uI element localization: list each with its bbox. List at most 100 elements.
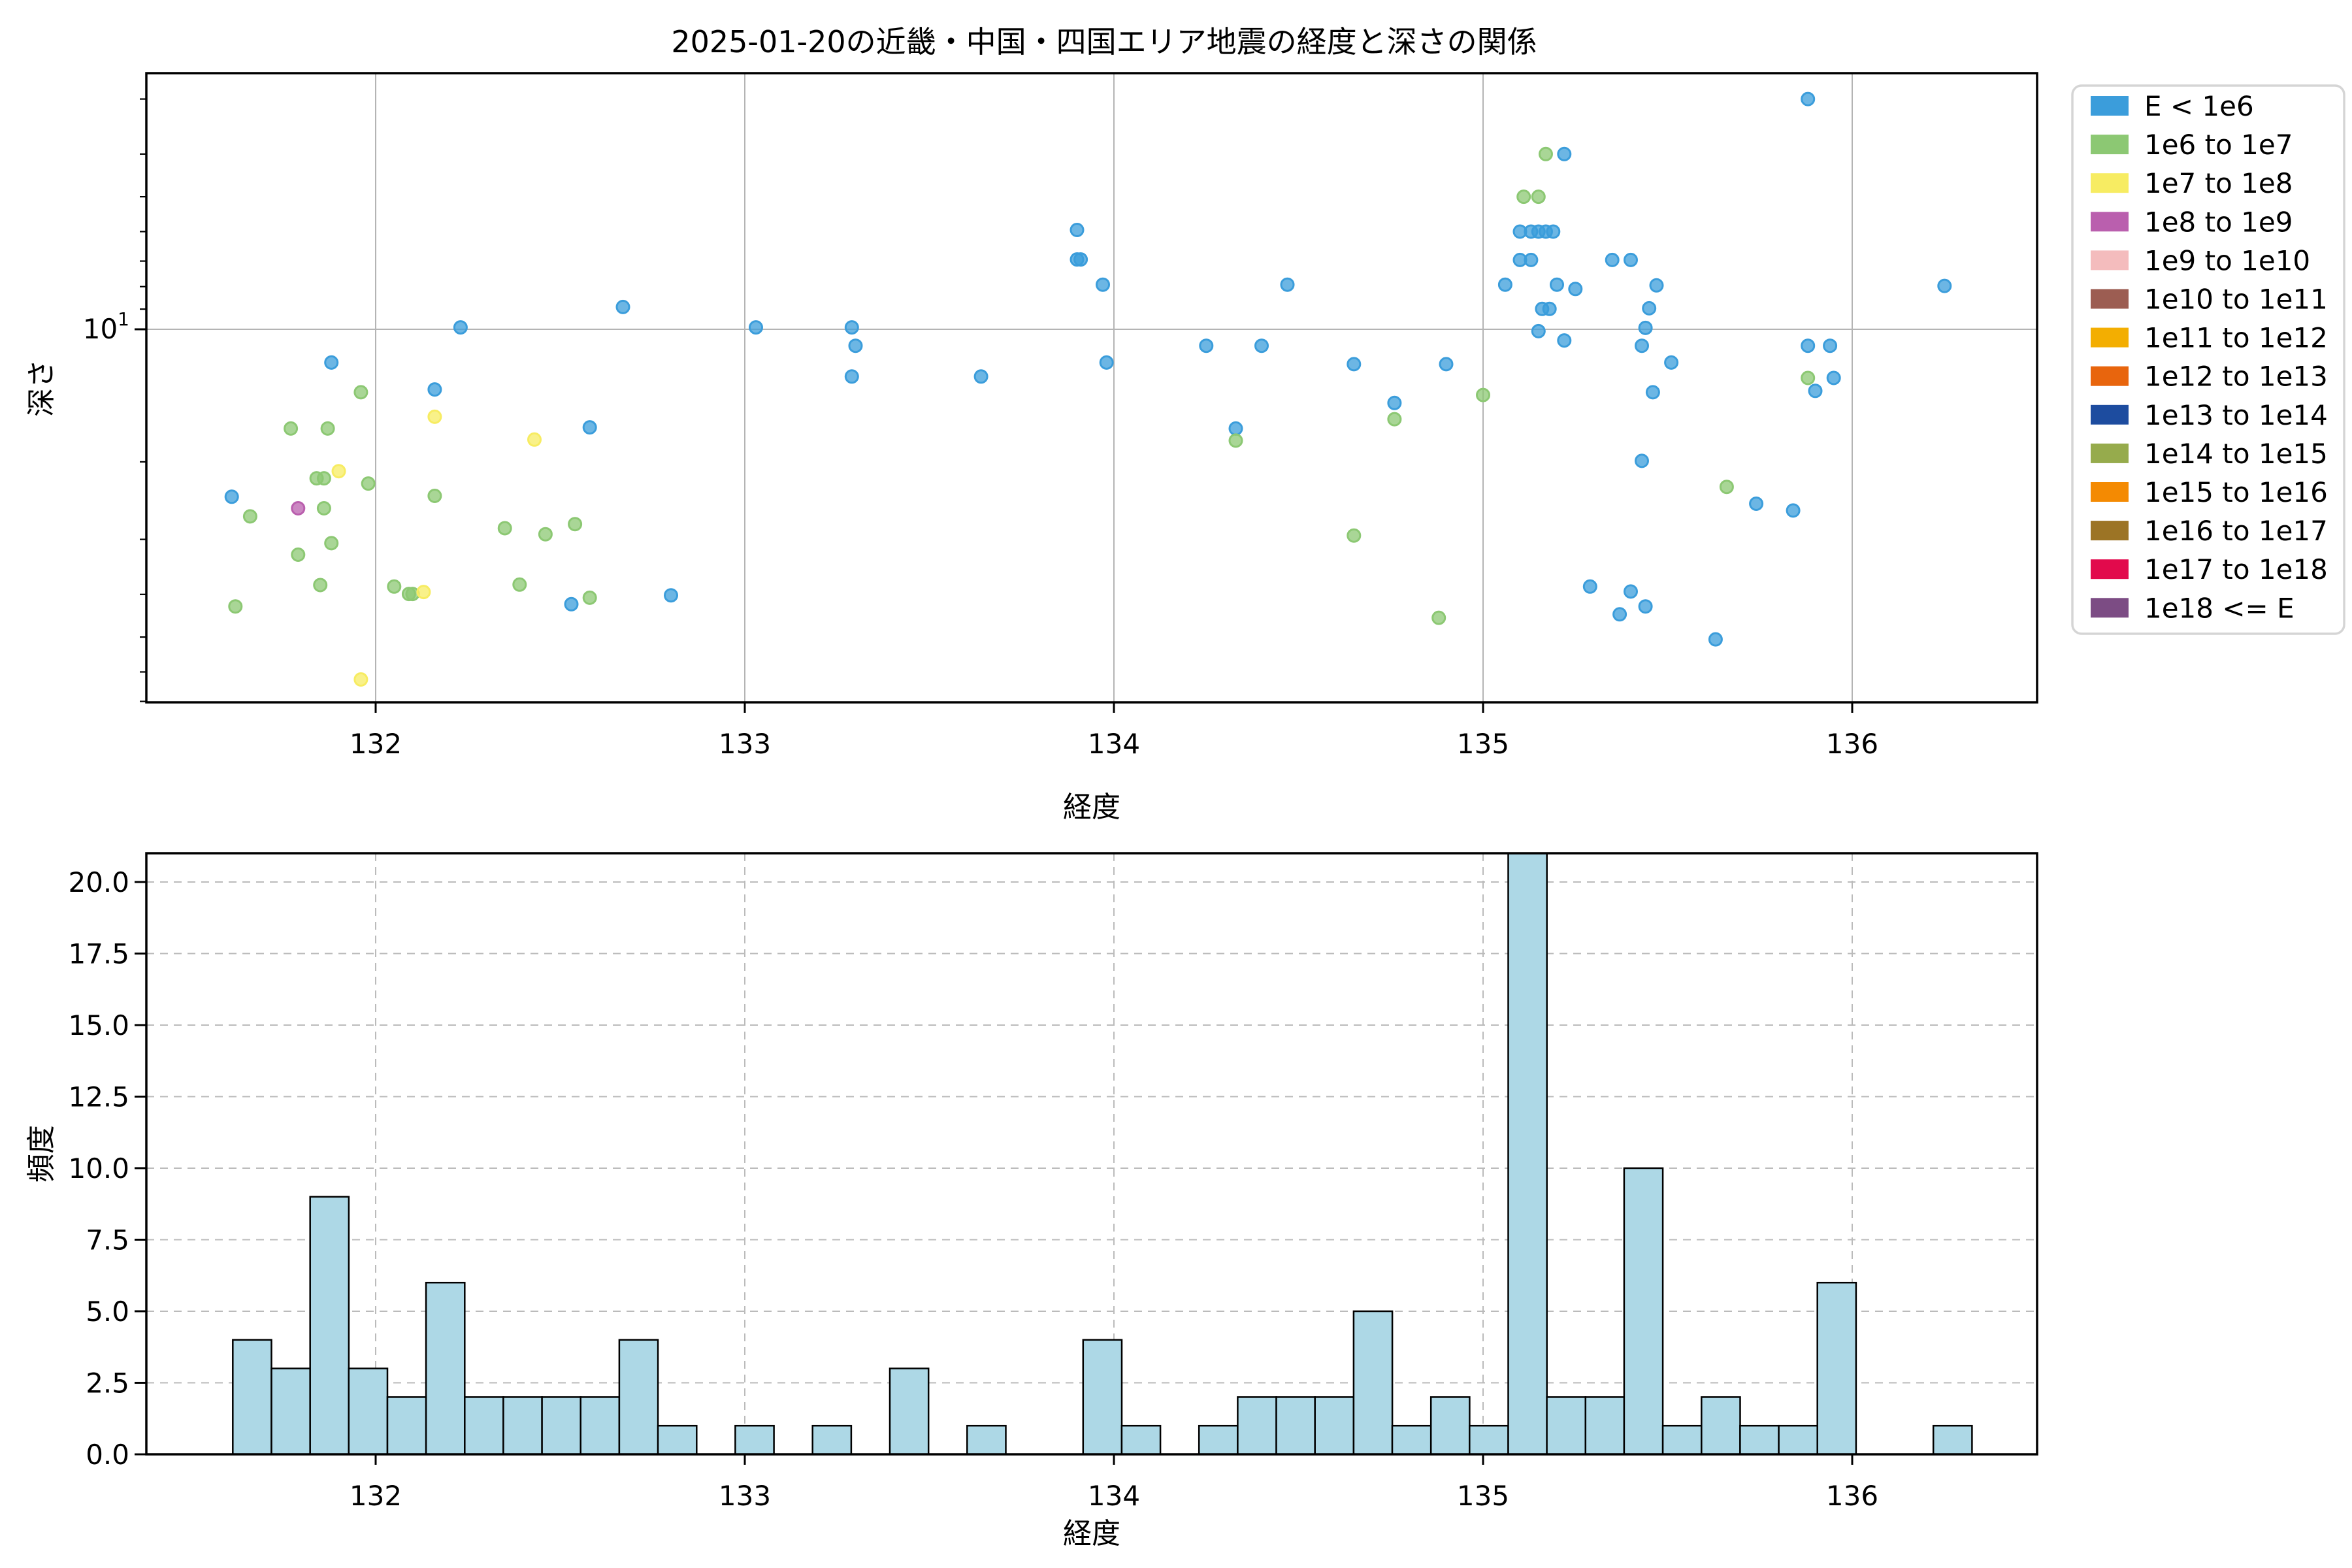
- legend-swatch: [2091, 521, 2129, 541]
- hist-bar: [1120, 1424, 1162, 1456]
- scatter-point: [1546, 224, 1561, 239]
- hist-bar: [1082, 1339, 1123, 1456]
- legend-rows: E < 1e6 1e6 to 1e7 1e7 to 1e8 1e8 to 1e9 1e9…: [2091, 90, 2328, 624]
- legend-swatch: [2091, 443, 2129, 463]
- y-tick-label: 7.5: [86, 1224, 129, 1256]
- hist-bar: [1584, 1396, 1625, 1456]
- hist-bar: [889, 1367, 930, 1456]
- legend-label: 1e9 to 1e10: [2144, 244, 2310, 276]
- hist-bar: [1391, 1424, 1432, 1456]
- scatter-point: [331, 464, 346, 479]
- legend-swatch: [2091, 96, 2129, 116]
- scatter-point: [1524, 252, 1539, 267]
- hist-bar: [1546, 1396, 1587, 1456]
- scatter-point: [1642, 301, 1657, 316]
- hist-bar: [1623, 1167, 1664, 1456]
- scatter-point: [1624, 252, 1638, 267]
- legend-swatch: [2091, 212, 2129, 232]
- scatter-point: [973, 369, 988, 384]
- scatter-point: [427, 382, 442, 397]
- hist-bar: [386, 1396, 427, 1456]
- scatter-point: [291, 547, 306, 562]
- scatter-point: [1516, 189, 1531, 204]
- legend: E < 1e6 1e6 to 1e7 1e7 to 1e8 1e8 to 1e9 1e9…: [2071, 84, 2345, 635]
- legend-swatch: [2091, 559, 2129, 580]
- scatter-point: [1096, 277, 1110, 292]
- legend-label: 1e8 to 1e9: [2144, 206, 2293, 238]
- scatter-point: [1387, 395, 1402, 410]
- scatter-plot: 132 133 134 135 136 101 経度 深さ: [25, 72, 2038, 824]
- hist-bar: [811, 1424, 853, 1456]
- scatter-point: [1624, 584, 1638, 599]
- scatter-point: [1497, 277, 1512, 292]
- scatter-point: [1638, 320, 1653, 335]
- x-tick-label: 132: [350, 1480, 402, 1512]
- hist-bar: [348, 1367, 389, 1456]
- scatter-point: [1808, 384, 1823, 399]
- scatter-point: [582, 590, 597, 605]
- hist-bar: [232, 1339, 272, 1456]
- hist-bar: [1507, 852, 1548, 1456]
- scatter-point: [527, 432, 542, 447]
- scatter-point: [353, 385, 368, 400]
- x-tick-label: 132: [350, 728, 402, 760]
- y-tick-label: 10.0: [68, 1152, 129, 1184]
- scatter-point: [416, 585, 431, 600]
- y-tick-label: 20.0: [68, 866, 129, 898]
- scatter-point: [353, 672, 368, 687]
- x-tick-label: 134: [1088, 1480, 1140, 1512]
- legend-label: 1e11 to 1e12: [2144, 322, 2328, 354]
- scatter-point: [1645, 385, 1660, 400]
- scatter-point: [1582, 579, 1597, 594]
- scatter-points: [224, 91, 1952, 687]
- legend-swatch: [2091, 404, 2129, 425]
- scatter-point: [1531, 189, 1546, 204]
- scatter-point: [1070, 223, 1085, 237]
- scatter-point: [1557, 333, 1572, 348]
- legend-swatch: [2091, 135, 2129, 155]
- scatter-point: [512, 577, 527, 592]
- scatter-point: [228, 599, 243, 614]
- scatter-point: [1387, 412, 1402, 427]
- scatter-point: [1550, 277, 1564, 292]
- hist-bar: [1237, 1396, 1277, 1456]
- scatter-point: [1786, 503, 1801, 518]
- histogram-y-axis-label: 頻度: [25, 1125, 58, 1183]
- scatter-point: [1439, 357, 1454, 372]
- y-tick-label: 15.0: [68, 1009, 129, 1041]
- legend-box: [2071, 84, 2345, 635]
- scatter-point: [1635, 453, 1649, 468]
- scatter-point: [361, 476, 376, 491]
- scatter-point: [1099, 355, 1114, 370]
- scatter-point: [324, 355, 339, 370]
- hist-bar: [1701, 1396, 1741, 1456]
- scatter-point: [1823, 338, 1838, 353]
- legend-label: 1e12 to 1e13: [2144, 361, 2328, 393]
- scatter-y-axis-label: 深さ: [25, 359, 58, 417]
- scatter-point: [453, 320, 468, 335]
- scatter-point: [538, 527, 553, 542]
- scatter-y-axis-major-tick-label: 101: [83, 308, 129, 345]
- scatter-point: [1826, 370, 1841, 385]
- x-tick-label: 135: [1457, 1480, 1509, 1512]
- scatter-point: [1347, 357, 1362, 372]
- scatter-point: [1649, 278, 1664, 293]
- scatter-point: [1073, 252, 1088, 267]
- scatter-point: [1199, 338, 1214, 353]
- legend-label: 1e18 <= E: [2144, 592, 2295, 624]
- scatter-point: [1638, 599, 1653, 614]
- legend-swatch: [2091, 366, 2129, 386]
- hist-bar: [502, 1396, 543, 1456]
- scatter-point: [582, 420, 597, 435]
- hist-bar: [309, 1196, 350, 1456]
- scatter-point: [1531, 323, 1546, 338]
- x-tick-label: 133: [719, 728, 771, 760]
- legend-swatch: [2091, 598, 2129, 618]
- scatter-point: [848, 338, 863, 353]
- scatter-point: [1557, 146, 1572, 161]
- scatter-point: [1431, 610, 1446, 625]
- y-tick-label: 17.5: [68, 938, 129, 970]
- figure-title: 2025-01-20の近畿・中国・四国エリア地震の経度と深さの関係: [671, 24, 1537, 59]
- hist-bar: [1469, 1424, 1509, 1456]
